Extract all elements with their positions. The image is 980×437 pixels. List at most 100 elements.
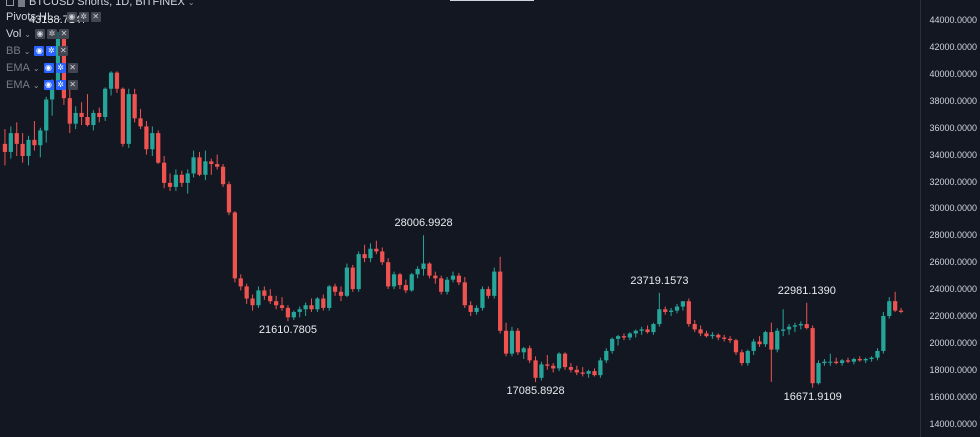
candle-body-up <box>26 139 31 156</box>
candle <box>344 263 350 298</box>
price-axis[interactable]: 14000.0000 16000.0000 18000.0000 20000.0000… <box>920 0 980 437</box>
eye-off-icon[interactable]: ◉ <box>43 63 54 73</box>
candle <box>279 297 285 311</box>
candle <box>450 271 456 283</box>
candle-body-down <box>350 267 355 290</box>
gear-icon[interactable]: ✲ <box>47 29 57 39</box>
eye-icon[interactable]: ◉ <box>35 29 45 39</box>
candle <box>834 357 839 365</box>
candle <box>828 353 833 366</box>
candle-body-up <box>521 348 526 353</box>
indicator-row[interactable]: BB ⌄ ◉ ✲ ✕ <box>6 43 199 59</box>
candle <box>209 158 214 175</box>
candle <box>403 279 408 294</box>
chevron-down-icon[interactable]: ⌄ <box>187 0 195 7</box>
candle <box>680 301 686 311</box>
candle <box>515 328 520 355</box>
candle-body-down <box>698 329 703 334</box>
candle <box>226 181 232 216</box>
candles-layer <box>2 31 904 388</box>
candle-body-down <box>279 305 285 308</box>
gear-icon[interactable]: ✲ <box>55 63 66 73</box>
candle-body-down <box>592 371 597 376</box>
candle <box>804 302 809 330</box>
candle <box>651 322 656 335</box>
eye-off-icon[interactable]: ◉ <box>34 46 45 56</box>
candle-body-down <box>486 289 491 296</box>
candle <box>421 235 426 276</box>
candle-body-down <box>156 133 161 163</box>
candle-body-down <box>309 305 314 310</box>
gear-icon[interactable]: ✲ <box>78 12 89 22</box>
candle-body-down <box>515 330 520 353</box>
indicator-row[interactable]: Pivots HL ⌄ ◉ ✲ ✕ <box>6 9 199 25</box>
candle <box>645 325 650 334</box>
candle-body-up <box>610 338 615 351</box>
gear-icon[interactable]: ✲ <box>46 46 57 56</box>
candle-body-down <box>686 301 691 325</box>
candle-body-down <box>580 372 585 374</box>
candle-body-down <box>757 341 762 345</box>
candle-body-down <box>332 286 338 292</box>
candle-body-down <box>85 116 90 126</box>
candle-body-up <box>173 174 179 187</box>
chevron-down-icon[interactable]: ⌄ <box>32 63 40 73</box>
indicator-row[interactable]: EMA ⌄ ◉ ✲ ✕ <box>6 60 199 76</box>
close-icon[interactable]: ✕ <box>67 63 78 73</box>
close-icon[interactable]: ✕ <box>67 80 78 90</box>
candle <box>474 305 479 315</box>
candle <box>250 294 255 311</box>
close-icon[interactable]: ✕ <box>90 12 101 22</box>
close-icon[interactable]: ✕ <box>59 29 69 39</box>
symbol-icon <box>18 0 25 7</box>
candle-body-up <box>887 301 892 316</box>
candle-body-up <box>327 286 332 308</box>
pivot-high-label: 28006.9928 <box>392 217 455 230</box>
candle-body-down <box>380 251 385 263</box>
candle <box>556 352 562 372</box>
candle <box>669 307 674 316</box>
candle-body-down <box>238 278 243 287</box>
candle-body-down <box>468 305 473 312</box>
candle <box>285 305 291 322</box>
candle-body-up <box>44 99 49 131</box>
candle-body-up <box>639 329 644 331</box>
candle-body-down <box>67 98 72 124</box>
eye-off-icon[interactable]: ◉ <box>43 80 54 90</box>
indicator-row[interactable]: EMA ⌄ ◉ ✲ ✕ <box>6 77 199 93</box>
candle <box>244 283 249 304</box>
eye-icon[interactable]: ◉ <box>66 12 77 22</box>
chevron-down-icon[interactable]: ⌄ <box>56 12 63 22</box>
candle <box>374 240 379 255</box>
collapse-icon[interactable] <box>6 0 14 6</box>
indicator-row[interactable]: Vol ⌄ ◉ ✲ ✕ <box>6 26 199 42</box>
candle <box>91 110 96 131</box>
close-icon[interactable]: ✕ <box>58 46 69 56</box>
price-chart-plot[interactable] <box>0 0 920 437</box>
candle-body-down <box>197 157 202 175</box>
candle-body-down <box>663 309 668 312</box>
chevron-down-icon[interactable]: ⌄ <box>24 29 31 39</box>
candle <box>698 325 703 337</box>
candle-body-down <box>834 361 839 364</box>
candle <box>586 369 591 378</box>
candle-body-up <box>674 306 680 311</box>
symbol-title: BTCUSD Shorts, 1D, BITFINEX <box>29 0 185 8</box>
candle-body-up <box>344 267 350 296</box>
candle <box>120 87 125 147</box>
gear-icon[interactable]: ✲ <box>55 80 66 90</box>
candle-body-up <box>586 371 591 374</box>
candle <box>539 361 544 381</box>
candle <box>492 267 497 299</box>
candle <box>604 348 609 364</box>
chevron-down-icon[interactable]: ⌄ <box>23 46 31 56</box>
candle-body-down <box>804 324 809 329</box>
chevron-down-icon[interactable]: ⌄ <box>32 80 40 90</box>
symbol-header[interactable]: BTCUSD Shorts, 1D, BITFINEX ⌄ <box>6 0 199 9</box>
candle <box>150 126 155 156</box>
candle <box>786 324 792 335</box>
candle-body-up <box>751 341 756 351</box>
candle-body-down <box>503 330 509 354</box>
candle <box>167 173 173 191</box>
